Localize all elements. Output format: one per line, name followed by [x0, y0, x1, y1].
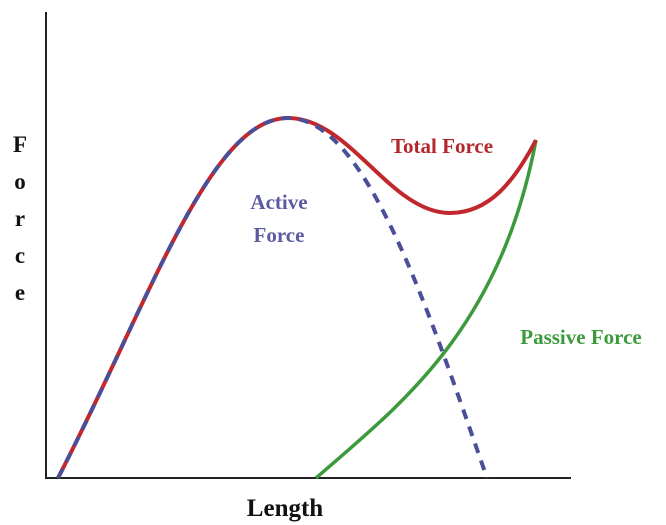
y-axis-letter: o	[14, 169, 26, 194]
y-axis-letter: c	[15, 243, 25, 268]
passive-label: Passive Force	[520, 325, 642, 349]
x-axis-label: Length	[247, 495, 324, 522]
y-axis-letter: r	[15, 206, 25, 231]
total-label: Total Force	[391, 134, 493, 158]
active-label: Active	[250, 190, 307, 214]
y-axis-letter: e	[15, 280, 25, 305]
active-label: Force	[254, 223, 305, 247]
active-curve	[56, 115, 489, 479]
y-axis-letter: F	[13, 132, 27, 157]
passive-curve	[314, 139, 538, 480]
